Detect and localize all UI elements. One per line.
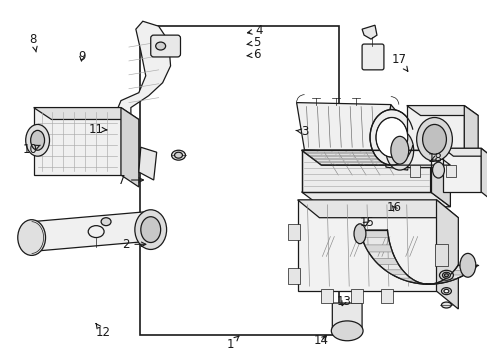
Ellipse shape	[155, 42, 165, 50]
Polygon shape	[430, 283, 440, 284]
Ellipse shape	[459, 253, 475, 277]
Text: 10: 10	[22, 143, 40, 156]
Polygon shape	[332, 303, 361, 333]
Text: 14: 14	[313, 334, 328, 347]
Ellipse shape	[141, 217, 161, 243]
Text: 9: 9	[78, 50, 85, 63]
Bar	[287, 268, 299, 284]
Text: 6: 6	[246, 49, 260, 62]
Text: 7: 7	[118, 174, 143, 186]
Text: 1: 1	[226, 336, 238, 351]
Polygon shape	[301, 150, 429, 192]
Text: 18: 18	[427, 152, 441, 165]
Polygon shape	[443, 148, 480, 192]
Polygon shape	[372, 258, 398, 265]
FancyBboxPatch shape	[150, 35, 180, 57]
Polygon shape	[359, 230, 477, 284]
Text: 8: 8	[30, 33, 37, 52]
Polygon shape	[385, 137, 407, 170]
Text: 3: 3	[295, 125, 308, 138]
Polygon shape	[414, 283, 425, 284]
Ellipse shape	[26, 125, 49, 156]
Ellipse shape	[443, 289, 448, 293]
Polygon shape	[297, 200, 457, 218]
Ellipse shape	[441, 288, 450, 294]
Ellipse shape	[375, 117, 407, 157]
Text: 17: 17	[390, 53, 407, 71]
Polygon shape	[121, 108, 139, 187]
Ellipse shape	[432, 162, 444, 178]
Ellipse shape	[369, 109, 413, 165]
Polygon shape	[463, 105, 477, 177]
Ellipse shape	[171, 150, 185, 160]
Polygon shape	[480, 148, 488, 200]
Ellipse shape	[18, 220, 45, 255]
Ellipse shape	[31, 130, 44, 150]
Polygon shape	[301, 150, 449, 165]
Ellipse shape	[135, 210, 166, 249]
Ellipse shape	[174, 152, 182, 158]
Polygon shape	[297, 200, 436, 291]
Ellipse shape	[442, 272, 449, 278]
Bar	[409, 165, 419, 177]
Ellipse shape	[331, 321, 362, 341]
Ellipse shape	[353, 224, 365, 244]
Polygon shape	[383, 105, 405, 177]
Text: 4: 4	[247, 24, 262, 37]
Ellipse shape	[422, 125, 446, 154]
Text: 5: 5	[246, 36, 260, 49]
Text: 15: 15	[359, 216, 373, 229]
Text: 2: 2	[122, 238, 145, 251]
Ellipse shape	[444, 274, 447, 277]
Polygon shape	[449, 270, 470, 275]
Bar	[350, 289, 362, 303]
Ellipse shape	[416, 117, 451, 161]
Bar	[287, 224, 299, 239]
Polygon shape	[406, 105, 463, 167]
Bar	[434, 244, 447, 266]
Bar	[321, 289, 333, 303]
Ellipse shape	[439, 270, 452, 280]
Bar	[140, 26, 338, 336]
Ellipse shape	[385, 130, 413, 170]
FancyBboxPatch shape	[361, 44, 383, 70]
Ellipse shape	[441, 302, 450, 308]
Polygon shape	[398, 278, 415, 281]
Polygon shape	[384, 270, 406, 274]
Polygon shape	[304, 150, 397, 177]
Polygon shape	[429, 150, 449, 207]
Ellipse shape	[390, 136, 408, 164]
Polygon shape	[359, 230, 387, 238]
Polygon shape	[116, 21, 170, 125]
Bar	[380, 289, 392, 303]
Text: 11: 11	[89, 123, 107, 136]
Text: 16: 16	[386, 201, 401, 214]
Polygon shape	[34, 108, 139, 120]
Ellipse shape	[101, 218, 111, 226]
Polygon shape	[139, 147, 156, 180]
Bar	[446, 165, 455, 177]
Text: 12: 12	[95, 324, 110, 339]
Polygon shape	[364, 245, 392, 252]
Polygon shape	[32, 212, 145, 251]
Polygon shape	[440, 279, 456, 282]
Polygon shape	[361, 25, 376, 39]
Polygon shape	[301, 192, 449, 207]
Polygon shape	[296, 103, 390, 152]
Polygon shape	[34, 108, 121, 175]
Polygon shape	[436, 200, 457, 309]
Text: 13: 13	[336, 295, 351, 308]
Polygon shape	[443, 148, 488, 156]
Polygon shape	[406, 105, 477, 116]
